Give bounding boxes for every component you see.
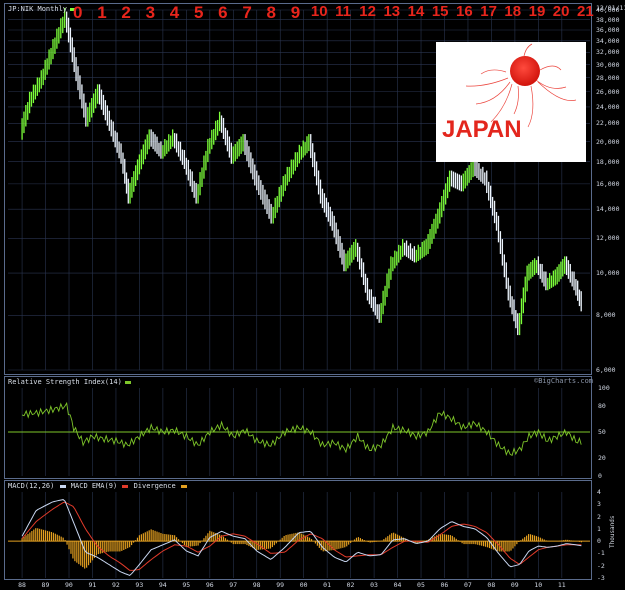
- rising-sun-icon: [510, 56, 540, 86]
- x-tick-label: 01: [323, 581, 331, 589]
- macd-y-tick: 3: [597, 500, 601, 509]
- macd-swatch: [59, 484, 66, 488]
- overlay-year-number: 17: [480, 3, 497, 20]
- rsi-line: [21, 401, 582, 457]
- macd-y-tick: 0: [597, 537, 601, 546]
- price-y-tick: 34,000: [596, 36, 620, 45]
- price-y-tick: 6,000: [596, 366, 616, 374]
- date-label: 12/01/11: [596, 4, 625, 12]
- rsi-y-tick: 50: [598, 428, 606, 436]
- overlay-year-number: 1: [97, 3, 107, 22]
- rsi-y-tick: 80: [598, 401, 606, 410]
- overlay-year-number: 8: [266, 3, 276, 22]
- price-y-tick: 40,000: [596, 6, 620, 14]
- sun-splatter-icon: [465, 43, 577, 128]
- overlay-year-number: 3: [145, 3, 156, 22]
- x-tick-label: 89: [41, 581, 50, 589]
- x-tick-label: 03: [370, 581, 378, 589]
- x-tick-label: 05: [417, 581, 425, 589]
- macd-legend-ema: MACD EMA(9): [70, 482, 118, 490]
- overlay-year-number: 19: [528, 3, 546, 20]
- price-y-tick: 20,000: [596, 137, 620, 146]
- x-tick-label: 11: [557, 581, 566, 589]
- x-tick-label: 96: [205, 581, 214, 589]
- ema-swatch: [122, 484, 129, 488]
- overlay-year-number: 16: [456, 3, 473, 20]
- x-tick-label: 91: [88, 581, 97, 589]
- price-y-tick: 8,000: [596, 311, 616, 320]
- overlay-year-number: 6: [218, 3, 228, 22]
- overlay-year-number: 13: [383, 3, 401, 20]
- overlay-year-number: 11: [335, 3, 351, 20]
- macd-line: [21, 499, 582, 576]
- macd-legend: MACD(12,26) MACD EMA(9) Divergence: [8, 482, 188, 490]
- macd-y-tick: -1: [597, 549, 605, 558]
- price-y-tick: 10,000: [596, 269, 620, 278]
- overlay-year-number: 5: [193, 3, 204, 22]
- overlay-year-number: 0: [73, 3, 83, 22]
- overlay-year-number: 18: [504, 3, 522, 20]
- rsi-y-tick: 100: [598, 384, 610, 392]
- divergence-swatch: [180, 484, 187, 488]
- x-tick-label: 02: [346, 581, 355, 589]
- price-y-tick: 12,000: [596, 234, 620, 243]
- x-tick-label: 08: [487, 581, 496, 589]
- macd-y-tick: 1: [597, 524, 601, 533]
- x-tick-label: 98: [252, 581, 261, 589]
- x-tick-label: 00: [299, 581, 308, 589]
- overlay-year-number: 7: [242, 3, 252, 22]
- overlay-year-number: 4: [169, 3, 180, 22]
- overlay-year-number: 20: [552, 3, 570, 20]
- overlay-year-number: 15: [431, 3, 449, 20]
- watermark: ©BigCharts.com: [534, 377, 594, 385]
- x-tick-label: 06: [440, 581, 449, 589]
- x-tick-label: 90: [65, 581, 73, 589]
- price-y-tick: 36,000: [596, 25, 620, 34]
- x-tick-label: 97: [229, 581, 238, 589]
- macd-axis-unit: Thousands: [609, 515, 616, 548]
- x-tick-label: 92: [111, 581, 120, 589]
- price-y-tick: 38,000: [596, 15, 620, 24]
- x-tick-label: 94: [158, 581, 167, 589]
- overlay-year-number: 21: [577, 3, 594, 20]
- macd-legend-div: Divergence: [133, 482, 176, 490]
- x-tick-label: 07: [463, 581, 472, 589]
- x-tick-label: 04: [393, 581, 402, 589]
- overlay-year-number: 14: [407, 3, 425, 20]
- japan-text: JAPAN: [442, 116, 522, 143]
- macd-panel: [4, 480, 592, 580]
- x-tick-label: 95: [182, 581, 191, 589]
- macd-y-tick: -3: [597, 574, 605, 582]
- x-tick-label: 99: [276, 581, 285, 589]
- overlay-year-number: 10: [310, 3, 328, 20]
- x-tick-label: 09: [510, 581, 519, 589]
- x-tick-label: 93: [135, 581, 144, 589]
- price-y-tick: 18,000: [596, 157, 620, 166]
- symbol-label: JP:NIK Monthly: [8, 5, 77, 13]
- macd-y-tick: 2: [597, 512, 601, 521]
- japan-badge: JAPAN: [436, 42, 586, 162]
- rsi-y-tick: 20: [598, 454, 606, 463]
- overlay-year-number: 12: [359, 3, 376, 20]
- rsi-y-tick: 0: [598, 472, 602, 480]
- x-tick-label: 10: [534, 581, 543, 589]
- macd-y-tick: -2: [597, 561, 605, 570]
- price-y-tick: 16,000: [596, 179, 620, 188]
- price-y-tick: 32,000: [596, 48, 620, 57]
- price-y-tick: 28,000: [596, 73, 620, 82]
- price-y-tick: 14,000: [596, 205, 620, 214]
- macd-legend-macd: MACD(12,26): [8, 482, 55, 490]
- price-y-tick: 26,000: [596, 87, 620, 96]
- macd-ema-line: [21, 501, 582, 571]
- price-y-tick: 30,000: [596, 60, 620, 69]
- rsi-label: Relative Strength Index(14): [8, 378, 132, 386]
- price-y-tick: 22,000: [596, 119, 620, 128]
- price-y-tick: 24,000: [596, 102, 620, 111]
- x-tick-label: 88: [18, 581, 26, 589]
- overlay-year-number: 9: [290, 3, 301, 22]
- macd-y-tick: 4: [597, 488, 601, 496]
- overlay-year-number: 2: [121, 3, 131, 22]
